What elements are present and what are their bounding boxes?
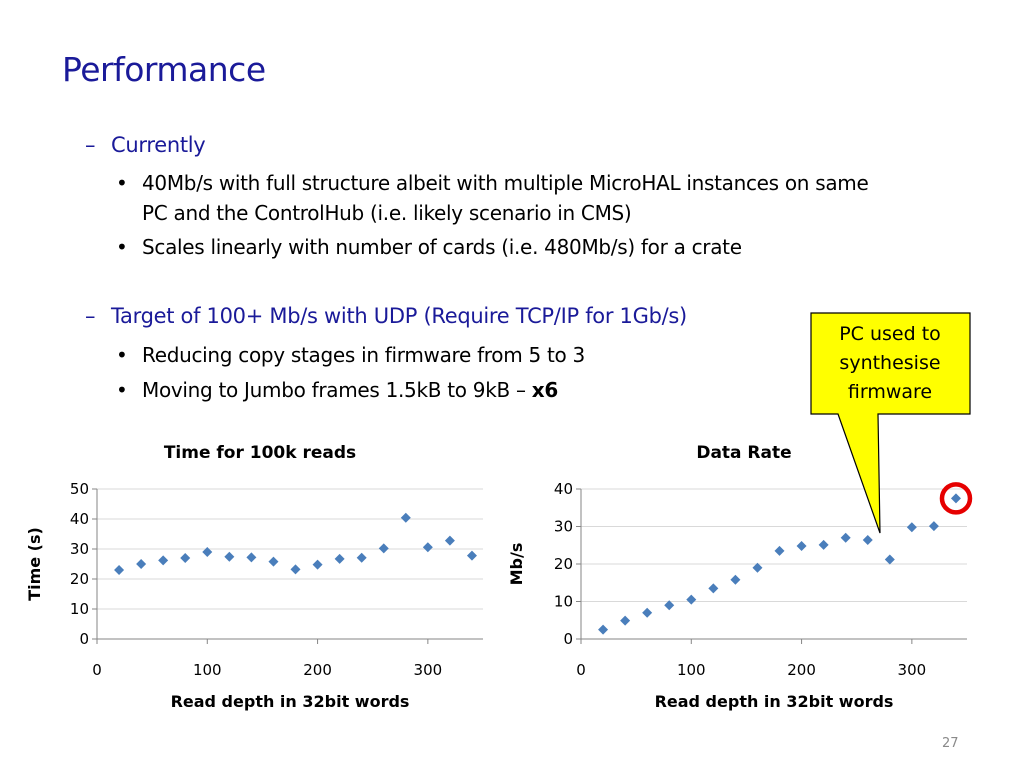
data-point [312, 559, 323, 570]
x-axis-label: Read depth in 32bit words [171, 692, 410, 711]
slide-title: Performance [62, 50, 266, 89]
slide-number: 27 [942, 736, 959, 751]
data-point [356, 552, 367, 563]
bullet-currently-text: Currently [111, 133, 206, 157]
data-point [664, 600, 675, 611]
data-point [290, 564, 301, 575]
data-point [730, 574, 741, 585]
callout-line: synthesise [839, 352, 940, 374]
data-point [422, 542, 433, 553]
chart-data-rate: 0 10 20 30 40 0 100 200 300 Data Rate Read depth i… [507, 443, 973, 711]
data-point [246, 552, 257, 563]
y-tick-label: 0 [563, 630, 573, 648]
data-point [136, 559, 147, 569]
x-tick-label: 300 [898, 661, 927, 679]
data-point [774, 545, 785, 556]
subbullet-line: Reducing copy stages in firmware from 5 … [142, 343, 585, 367]
x-tick-label: 200 [303, 661, 332, 679]
data-point [378, 543, 389, 554]
data-point [114, 565, 125, 575]
callout-bubble [810, 312, 971, 534]
data-point [928, 521, 939, 532]
y-tick-label: 30 [554, 518, 573, 536]
data-point [158, 555, 169, 566]
data-point [334, 553, 345, 564]
callout-line: firmware [848, 381, 932, 403]
data-point [818, 539, 829, 550]
bullet-dot: • [116, 343, 128, 367]
data-point [796, 541, 807, 551]
y-axis-label: Time (s) [25, 527, 44, 601]
speedup-factor: x6 [531, 378, 559, 402]
chart-time-for-reads: 0 10 20 30 40 50 0 100 200 300 Time for 100k reads… [25, 443, 483, 711]
data-point [906, 522, 917, 533]
bullet-dot: • [116, 235, 128, 259]
bullet-dot: • [116, 378, 128, 402]
data-point [884, 554, 895, 565]
x-tick-label: 0 [92, 661, 102, 679]
data-point [950, 493, 961, 504]
data-point [620, 615, 631, 626]
y-tick-label: 40 [554, 480, 573, 498]
data-point [642, 607, 653, 618]
y-tick-label: 10 [70, 600, 89, 618]
x-tick-label: 0 [576, 661, 586, 679]
data-point [840, 532, 851, 543]
subbullet-line: Scales linearly with number of cards (i.… [142, 235, 742, 259]
highlight-circle [939, 482, 973, 515]
y-tick-label: 20 [70, 570, 89, 588]
data-point [202, 547, 213, 557]
subbullet-line: PC and the ControlHub (i.e. likely scena… [142, 201, 632, 225]
callout-line: PC used to [839, 323, 941, 345]
callout: PC used to synthesise firmware [810, 312, 971, 534]
data-point [598, 624, 609, 635]
dash-marker: – [85, 304, 96, 328]
y-tick-label: 0 [79, 630, 89, 648]
x-axis-label: Read depth in 32bit words [655, 692, 894, 711]
data-point [180, 553, 191, 563]
subbullet-line: 40Mb/s with full structure albeit with m… [142, 171, 869, 195]
data-point [224, 551, 235, 562]
data-point [686, 594, 697, 605]
y-tick-label: 30 [70, 540, 89, 558]
y-axis-label: Mb/s [507, 543, 526, 586]
y-tick-label: 50 [70, 480, 89, 498]
data-point [466, 550, 477, 561]
data-point [708, 583, 719, 594]
x-tick-label: 100 [193, 661, 222, 679]
subbullet-line: Moving to Jumbo frames 1.5kB to 9kB – x6 [142, 375, 558, 405]
x-tick-label: 200 [787, 661, 816, 679]
data-point [268, 556, 279, 567]
x-tick-label: 300 [414, 661, 443, 679]
bullet-dot: • [116, 171, 128, 195]
x-tick-label: 100 [677, 661, 706, 679]
chart-title: Time for 100k reads [164, 443, 356, 463]
bullet-target-text: Target of 100+ Mb/s with UDP (Require TC… [111, 304, 687, 328]
y-tick-label: 40 [70, 510, 89, 528]
chart-title: Data Rate [696, 443, 791, 463]
subbullet-text: Moving to Jumbo frames 1.5kB to 9kB – [142, 378, 532, 402]
data-point [400, 512, 411, 523]
y-tick-label: 10 [554, 593, 573, 611]
dash-marker: – [85, 133, 96, 157]
data-point [444, 535, 455, 546]
y-tick-label: 20 [554, 555, 573, 573]
data-point [862, 535, 873, 545]
data-point [752, 562, 763, 573]
